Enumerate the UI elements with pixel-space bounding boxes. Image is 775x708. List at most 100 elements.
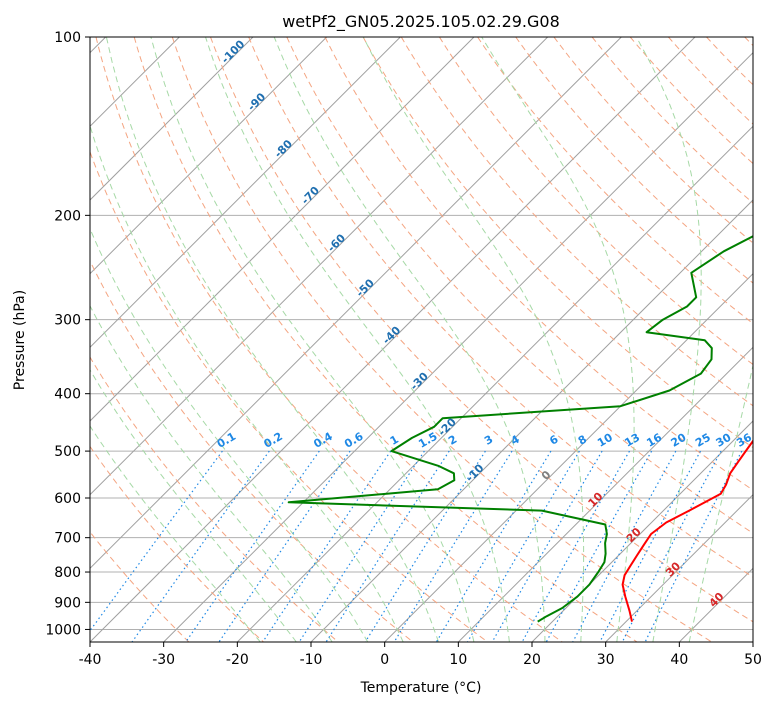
isotherm-line [90, 37, 401, 349]
isotherm-line [384, 272, 753, 642]
y-tick-label: 1000 [45, 622, 81, 638]
isotherm-line [90, 37, 328, 275]
y-tick-label: 300 [54, 313, 81, 329]
dry-adiabat-line [210, 37, 753, 623]
y-tick-label: 700 [54, 531, 81, 547]
isotherm-label: -40 [380, 324, 403, 347]
isotherm-line [90, 37, 549, 496]
dry-adiabat-line [171, 37, 712, 642]
y-tick-label: 500 [54, 444, 81, 460]
moist-adiabat-line [688, 363, 753, 642]
mixing-ratio-line [262, 450, 392, 642]
moist-adiabat-line [150, 37, 475, 642]
dry-adiabat-line [90, 259, 414, 642]
moist-adiabat-line [481, 37, 635, 642]
mixing-ratio-layer [90, 450, 743, 642]
isotherm-line [531, 420, 753, 642]
isotherm-line [163, 51, 753, 642]
isotherm-line [752, 641, 753, 642]
moist-adiabat-line [90, 227, 369, 642]
dry-adiabat-line [90, 150, 488, 642]
y-tick-label: 800 [54, 565, 81, 581]
mixing-ratio-line [545, 450, 653, 642]
x-tick-label: -20 [226, 652, 249, 668]
adiabat-layer [90, 37, 753, 642]
mixing-ratio-label: 6 [547, 433, 560, 448]
dry-adiabat-line [438, 37, 753, 366]
isotherm-label: 30 [663, 559, 683, 579]
mixing-ratio-line [435, 450, 552, 642]
mixing-ratio-label: 10 [595, 431, 615, 450]
mixing-ratio-label: 0.2 [262, 430, 285, 451]
x-tick-label: -10 [300, 652, 323, 668]
dry-adiabat-line [591, 37, 753, 204]
isotherm-line [605, 493, 753, 642]
dry-adiabat-line [95, 37, 563, 642]
mixing-ratio-line [466, 450, 580, 642]
x-tick-label: 20 [523, 652, 541, 668]
mixing-ratio-line [325, 450, 450, 642]
isotherm-line [90, 37, 622, 570]
dewpoint-line [287, 235, 753, 623]
x-tick-label: -40 [79, 652, 102, 668]
isotherm-line [90, 37, 475, 422]
dry-adiabat-line [90, 356, 339, 642]
dry-adiabat-line [133, 37, 638, 642]
isotherm-line [90, 37, 254, 201]
mixing-ratio-line [521, 450, 631, 642]
dry-adiabat-line [248, 37, 753, 578]
isotherm-line [236, 125, 753, 642]
mixing-ratio-label: 0.6 [342, 430, 366, 451]
dry-adiabat-line [744, 37, 753, 47]
mixing-ratio-line [218, 450, 351, 642]
axis-layer: -40 -30 -20 -10 0 10 20 30 40 5010020030040050060… [45, 30, 762, 668]
isotherm-label: -90 [245, 90, 268, 113]
mixing-ratio-label: 20 [669, 431, 689, 450]
mixing-ratio-line [621, 450, 722, 642]
moist-adiabat-line [273, 37, 546, 642]
dry-adiabat-line [324, 37, 753, 491]
isotherm-label: -10 [463, 461, 486, 484]
mixing-ratio-label: 16 [644, 431, 664, 450]
y-tick-label: 600 [54, 491, 81, 507]
grid-layer [90, 37, 753, 630]
dry-adiabat-line [668, 37, 753, 125]
mixing-ratio-label: 13 [622, 431, 642, 450]
y-tick-label: 200 [54, 208, 81, 224]
mixing-ratio-line [599, 450, 702, 642]
isotherm-label: -80 [272, 137, 295, 160]
series-layer [287, 235, 753, 623]
mixing-ratio-label: 30 [714, 431, 734, 450]
mixing-ratio-line [644, 450, 743, 642]
moist-adiabat-line [635, 37, 702, 642]
dry-adiabat-line [90, 445, 264, 642]
y-tick-label: 100 [54, 30, 81, 46]
mixing-ratio-line [572, 450, 677, 642]
isotherm-label: -60 [325, 231, 348, 254]
y-tick-label: 900 [54, 595, 81, 611]
moist-adiabat-line [105, 37, 439, 642]
x-tick-label: 10 [449, 652, 467, 668]
mixing-ratio-line [298, 450, 425, 642]
isotherm-label: -30 [408, 370, 431, 393]
mixing-ratio-line [90, 450, 223, 632]
moist-adiabat-line [90, 124, 404, 642]
mixing-ratio-label: 3 [482, 433, 495, 448]
mixing-ratio-line [491, 450, 603, 642]
moist-adiabat-line [90, 425, 261, 642]
isotherm-label: 10 [586, 490, 606, 510]
plot-frame [89, 36, 754, 643]
y-tick-label: 400 [54, 387, 81, 403]
moist-adiabat-line [90, 304, 333, 642]
dry-adiabat-line [362, 37, 753, 449]
dry-adiabat-line [706, 37, 753, 86]
mixing-ratio-label: 0.1 [215, 430, 238, 451]
dry-adiabat-line [90, 531, 190, 642]
x-tick-label: 50 [744, 652, 762, 668]
dry-adiabat-line [286, 37, 753, 534]
isotherm-line [90, 37, 696, 642]
x-tick-label: -30 [152, 652, 175, 668]
moist-adiabat-line [90, 368, 297, 642]
